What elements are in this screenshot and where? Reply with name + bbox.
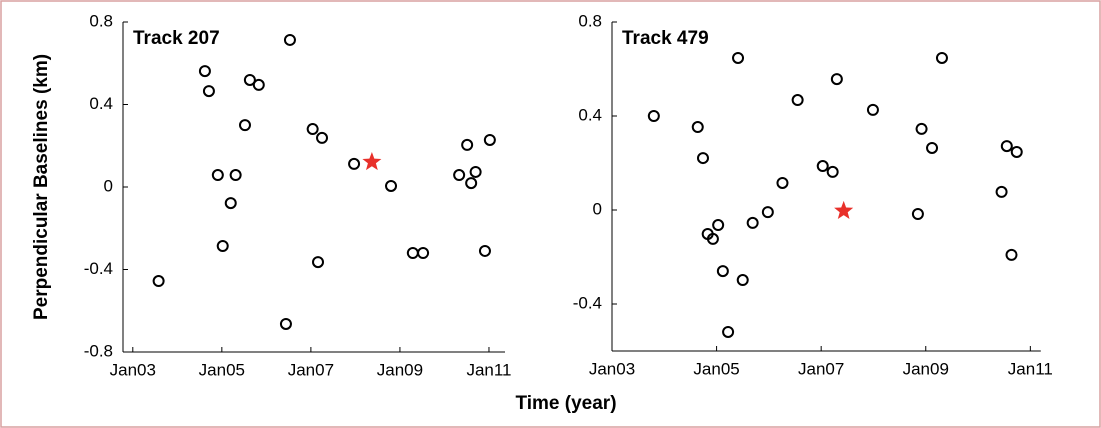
y-tick-label: 0.4 [89,94,113,113]
x-tick-label: Jan09 [377,360,423,379]
point [712,219,725,232]
point [279,317,292,330]
point [696,152,709,165]
point [202,85,215,98]
y-axis-label: Perpendicular Baselines (km) [31,54,52,320]
point [830,73,843,86]
y-tick-label: 0.8 [89,11,113,30]
highlight-star [834,200,854,219]
x-axis-label: Time (year) [515,393,616,414]
point [935,51,948,64]
y-tick-label: 0.4 [578,105,602,124]
point [465,177,478,190]
point [229,169,242,182]
x-tick-label: Jan07 [798,359,844,378]
point [911,207,924,220]
point [915,122,928,135]
y-tick-label: -0.4 [573,293,602,312]
point [211,169,224,182]
point [1000,140,1013,153]
point [1005,248,1018,261]
point [216,239,229,252]
point [761,206,774,219]
point [453,169,466,182]
point [791,94,804,107]
point [926,141,939,154]
y-tick-label: 0 [593,199,602,218]
point [478,244,491,257]
point [732,51,745,64]
x-tick-label: Jan11 [1008,359,1053,378]
x-tick-label: Jan05 [199,360,245,379]
point [776,176,789,189]
point [198,65,211,78]
point [238,119,251,132]
point [816,160,829,173]
point [469,165,482,178]
x-tick-label: Jan03 [110,360,156,379]
y-tick-label: 0.8 [578,11,602,30]
point [706,232,719,245]
x-tick-label: Jan03 [589,359,635,378]
point [866,103,879,116]
point [1010,145,1023,158]
point [283,33,296,46]
x-tick-label: Jan11 [466,360,511,379]
highlight-star [362,152,382,171]
point [316,131,329,144]
point [647,110,660,122]
point [252,78,265,91]
x-tick-label: Jan07 [288,360,334,379]
point [306,123,319,136]
y-tick-label: 0 [104,176,113,195]
point [722,325,735,338]
point [348,157,361,170]
y-tick-label: -0.8 [84,341,113,360]
x-tick-label: Jan05 [693,359,739,378]
chart-title: Track 207 [133,28,220,49]
point [461,138,474,151]
x-tick-label: Jan09 [903,359,949,378]
point [746,216,759,229]
point [736,274,749,287]
point [995,185,1008,198]
point [826,165,839,178]
y-tick-label: -0.4 [84,259,113,278]
point [243,73,256,86]
point [224,197,237,210]
point [483,133,496,146]
point [691,121,704,134]
point [716,265,729,278]
point [152,275,165,288]
chart-title: Track 479 [622,28,709,49]
point [417,247,430,259]
point [312,256,325,269]
point [385,179,398,192]
